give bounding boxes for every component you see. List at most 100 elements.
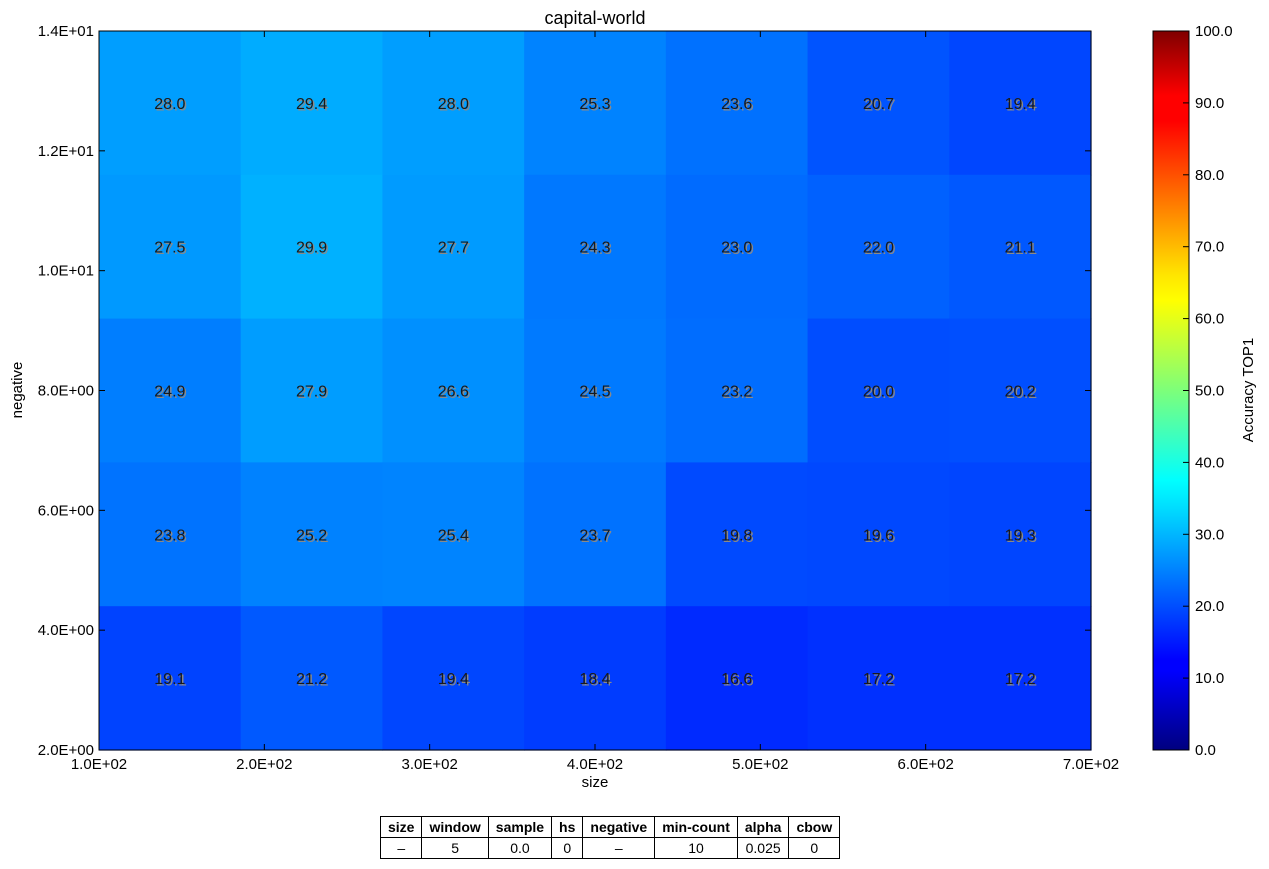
parameter-header-cell: size xyxy=(379,816,423,838)
x-axis-label: size xyxy=(582,774,609,791)
cell-value-label: 24.3 xyxy=(579,240,610,257)
cell-value-shadow: 21.1 xyxy=(1006,241,1037,258)
parameter-table-header-row: size window sample hs negative min-count alpha… xyxy=(379,816,841,838)
heatmap-cell xyxy=(807,318,950,463)
heatmap-cell xyxy=(807,31,950,176)
cell-value-label: 25.3 xyxy=(579,96,610,113)
cell-value-shadow: 24.3 xyxy=(581,241,612,258)
x-axis-ticks: 1.0E+02 2.0E+02 3.0E+02 4.0E+02 5.0E+02 6.0E+… xyxy=(71,31,1119,773)
colorbar-tick-label: 10.0 xyxy=(1195,670,1224,687)
parameter-header-cell: negative xyxy=(582,816,656,838)
heatmap-cell xyxy=(524,462,667,607)
cell-value-label: 17.2 xyxy=(1005,671,1036,688)
heatmap-cell xyxy=(665,31,809,176)
heatmap-cell xyxy=(382,174,525,320)
x-tick-label: 1.0E+02 xyxy=(71,756,127,773)
parameter-value-cell: 0 xyxy=(551,837,584,859)
cell-value-label: 26.6 xyxy=(438,384,469,401)
heatmap-cell xyxy=(382,462,525,607)
heatmap-cell xyxy=(240,174,384,320)
cell-value-label: 19.3 xyxy=(1005,527,1036,544)
cell-value-shadow: 24.9 xyxy=(156,385,187,402)
colorbar-label: Accuracy TOP1 xyxy=(1240,338,1257,443)
cell-value-shadow: 20.7 xyxy=(864,97,895,114)
cell-value-shadow: 19.1 xyxy=(156,673,187,690)
heatmap-cell xyxy=(382,318,525,463)
cell-value-shadow: 25.4 xyxy=(439,529,470,546)
colorbar-tick-label: 30.0 xyxy=(1195,526,1224,543)
heatmap-cell xyxy=(665,462,809,607)
x-tick-label: 5.0E+02 xyxy=(732,756,788,773)
cell-value-shadow: 21.2 xyxy=(298,673,329,690)
heatmap-cell xyxy=(240,606,384,751)
cell-value-label: 23.0 xyxy=(721,240,752,257)
cell-value-label: 19.6 xyxy=(863,527,894,544)
cell-value-label: 29.4 xyxy=(296,96,327,113)
cell-value-label: 23.2 xyxy=(721,384,752,401)
cell-value-shadow: 19.8 xyxy=(723,529,754,546)
heatmap-chart: capital-world 28.028.0 29.429.4 28.028.0 25… xyxy=(9,8,1257,791)
cell-value-shadow: 19.6 xyxy=(864,529,895,546)
cell-value-shadow: 27.7 xyxy=(439,241,470,258)
cell-value-shadow: 28.0 xyxy=(439,97,470,114)
colorbar-tick-label: 60.0 xyxy=(1195,311,1224,328)
cell-value-shadow: 29.9 xyxy=(298,241,329,258)
y-tick-label: 1.4E+01 xyxy=(38,23,94,40)
parameter-value-cell: 0 xyxy=(788,837,841,859)
cell-value-shadow: 23.2 xyxy=(723,385,754,402)
cell-value-label: 25.2 xyxy=(296,527,327,544)
heatmap-cell xyxy=(99,31,242,176)
y-axis-ticks: 2.0E+00 4.0E+00 6.0E+00 8.0E+00 1.0E+01 1.2E+… xyxy=(38,23,1091,759)
cell-value-label: 21.2 xyxy=(296,671,327,688)
heatmap-cell xyxy=(99,318,242,463)
cell-value-shadow: 20.2 xyxy=(1006,385,1037,402)
x-tick-label: 2.0E+02 xyxy=(236,756,292,773)
heatmap-cell xyxy=(949,606,1092,751)
cell-value-label: 24.5 xyxy=(579,384,610,401)
heatmap-cell xyxy=(382,606,525,751)
cell-value-shadow: 16.6 xyxy=(723,673,754,690)
cell-value-shadow: 26.6 xyxy=(439,385,470,402)
y-tick-label: 4.0E+00 xyxy=(38,622,94,639)
cell-value-shadow: 24.5 xyxy=(581,385,612,402)
parameter-header-cell: sample xyxy=(487,816,553,838)
parameter-value-cell: 10 xyxy=(654,837,738,859)
colorbar-tick-label: 80.0 xyxy=(1195,167,1224,184)
cell-value-label: 20.0 xyxy=(863,384,894,401)
heatmap-cell xyxy=(524,606,667,751)
colorbar-tick-label: 0.0 xyxy=(1195,742,1216,759)
parameter-header-cell: min-count xyxy=(654,816,738,838)
cell-value-shadow: 19.4 xyxy=(439,673,470,690)
parameter-header-cell: window xyxy=(421,816,489,838)
heatmap-cell xyxy=(99,606,242,751)
heatmap-cell xyxy=(524,174,667,320)
heatmap-cell xyxy=(524,318,667,463)
parameter-value-cell: 5 xyxy=(421,837,489,859)
heatmap-cell xyxy=(807,174,950,320)
parameter-value-cell: 0.0 xyxy=(487,837,553,859)
cell-value-shadow: 29.4 xyxy=(298,97,329,114)
x-tick-label: 6.0E+02 xyxy=(898,756,954,773)
y-tick-label: 6.0E+00 xyxy=(38,502,94,519)
cell-value-label: 19.4 xyxy=(438,671,469,688)
heatmap-cell xyxy=(665,606,809,751)
parameter-table: size window sample hs negative min-count alpha… xyxy=(379,816,841,859)
cell-value-shadow: 23.6 xyxy=(723,97,754,114)
cell-value-shadow: 17.2 xyxy=(1006,673,1037,690)
cell-value-labels: 28.028.0 29.429.4 28.028.0 25.325.3 23.623.6… xyxy=(154,96,1037,690)
parameter-value-cell: – xyxy=(379,837,423,859)
cell-value-shadow: 19.4 xyxy=(1006,97,1037,114)
colorbar-tick-label: 40.0 xyxy=(1195,454,1224,471)
cell-value-label: 22.0 xyxy=(863,240,894,257)
cell-value-label: 23.8 xyxy=(154,527,185,544)
cell-value-shadow: 27.9 xyxy=(298,385,329,402)
cell-value-label: 23.7 xyxy=(579,527,610,544)
y-tick-label: 2.0E+00 xyxy=(38,742,94,759)
cell-value-label: 17.2 xyxy=(863,671,894,688)
cell-value-shadow: 28.0 xyxy=(156,97,187,114)
heatmap-cell xyxy=(240,31,384,176)
cell-value-label: 19.8 xyxy=(721,527,752,544)
cell-value-label: 16.6 xyxy=(721,671,752,688)
cell-value-label: 19.4 xyxy=(1005,96,1036,113)
heatmap-cells xyxy=(99,31,1092,751)
